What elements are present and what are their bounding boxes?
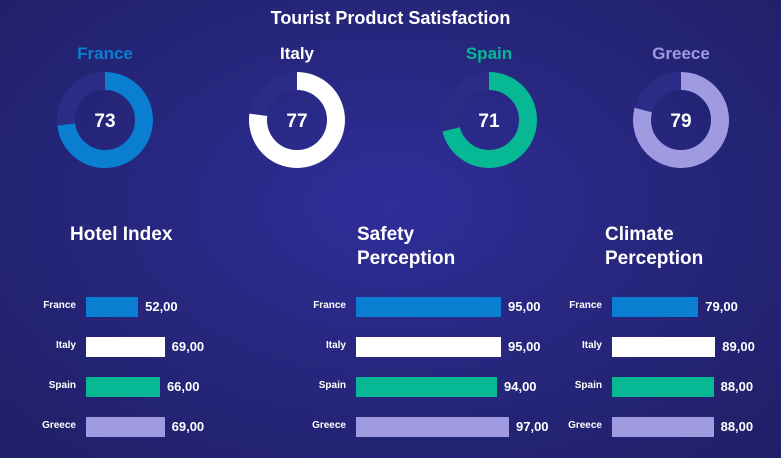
bar-category-label: Spain xyxy=(574,380,602,391)
donut-value-spain: 71 xyxy=(478,111,500,132)
climate-perception-title: Climate Perception xyxy=(605,223,703,271)
bar-greece xyxy=(612,417,714,437)
bar-category-label: Italy xyxy=(325,340,346,351)
bar-value-label: 88,00 xyxy=(720,419,754,434)
donut-label-italy: Italy xyxy=(279,44,315,63)
bar-category-label: Greece xyxy=(42,420,76,431)
safety-perception-bar-chart: France 95,00 Italy 95,00 Spain 94,00 Greece 97,… xyxy=(312,297,556,447)
bar-category-label: Greece xyxy=(312,420,346,431)
hotel-index-title: Hotel Index xyxy=(70,223,172,247)
bar-category-label: Italy xyxy=(55,340,76,351)
bar-greece xyxy=(356,417,509,437)
bar-value-label: 97,00 xyxy=(516,419,549,434)
climate-title-line-2: Perception xyxy=(605,248,704,269)
bar-value-label: 95,00 xyxy=(508,299,541,314)
bar-value-label: 89,00 xyxy=(722,339,755,354)
bar-italy xyxy=(612,337,716,357)
donut-greece: Greece 79 xyxy=(621,44,741,170)
bar-spain xyxy=(356,377,497,397)
donut-france: France 73 xyxy=(45,44,165,170)
bar-france xyxy=(612,297,699,317)
bar-value-label: 95,00 xyxy=(508,339,541,354)
donut-label-spain: Spain xyxy=(465,44,513,63)
bar-category-label: Spain xyxy=(318,380,346,391)
donut-chart-italy: 77 xyxy=(249,72,345,168)
donut-chart-greece: 79 xyxy=(633,72,729,168)
donut-arc-italy xyxy=(249,72,345,168)
donut-italy: Italy 77 xyxy=(237,44,357,170)
bar-value-label: 94,00 xyxy=(504,379,537,394)
bar-greece xyxy=(86,417,165,437)
donut-label-france: France xyxy=(77,44,133,63)
bar-italy xyxy=(356,337,501,357)
bar-value-label: 66,00 xyxy=(166,379,200,394)
donut-chart-france: 73 xyxy=(57,72,153,168)
climate-perception-bar-chart: France 79,00 Italy 89,00 Spain 88,00 Greece 88,… xyxy=(568,297,772,447)
donut-arc-spain xyxy=(441,72,537,168)
bar-category-label: Spain xyxy=(48,380,76,391)
climate-title-line-1: Climate xyxy=(605,224,674,245)
bar-value-label: 79,00 xyxy=(705,299,738,314)
donut-value-france: 73 xyxy=(94,111,115,132)
bar-value-label: 69,00 xyxy=(171,339,205,354)
donut-value-greece: 79 xyxy=(670,111,691,132)
donut-arc-greece xyxy=(633,72,729,168)
bar-spain xyxy=(86,377,160,397)
bar-italy xyxy=(86,337,165,357)
safety-perception-title: Safety Perception xyxy=(357,223,455,271)
hotel-index-bar-chart: France 52,00 Italy 69,00 Spain 66,00 Greece 69,… xyxy=(42,297,216,447)
bar-category-label: France xyxy=(313,300,346,311)
hotel-index-title-text: Hotel Index xyxy=(70,224,173,245)
bar-value-label: 69,00 xyxy=(171,419,205,434)
bar-france xyxy=(86,297,139,317)
donut-label-greece: Greece xyxy=(652,44,710,63)
bar-category-label: Greece xyxy=(568,420,602,431)
bar-value-label: 52,00 xyxy=(145,299,178,314)
bar-value-label: 88,00 xyxy=(720,379,754,394)
bar-spain xyxy=(612,377,714,397)
donut-arc-france xyxy=(57,72,153,168)
safety-title-line-1: Safety xyxy=(357,224,415,245)
bar-category-label: France xyxy=(569,300,602,311)
donut-chart-spain: 71 xyxy=(441,72,537,168)
bar-category-label: France xyxy=(43,300,76,311)
donut-spain: Spain 71 xyxy=(429,44,549,170)
bar-category-label: Italy xyxy=(581,340,602,351)
donut-value-italy: 77 xyxy=(286,111,307,132)
bar-france xyxy=(356,297,501,317)
chart-title: Tourist Product Satisfaction xyxy=(270,8,511,28)
safety-title-line-2: Perception xyxy=(357,248,456,269)
